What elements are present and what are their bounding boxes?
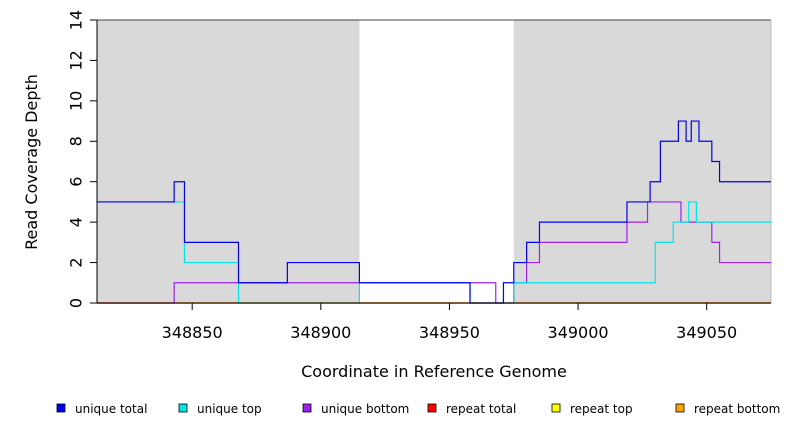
y-axis-title: Read Coverage Depth (22, 74, 41, 250)
series-line-unique-total (97, 120, 771, 304)
legend-item-unique-top: unique top (178, 402, 262, 416)
y-tick-label: 4 (67, 217, 86, 227)
legend-item-unique-bottom: unique bottom (302, 402, 409, 416)
shaded-region-1 (97, 20, 360, 303)
legend-label: unique top (197, 402, 262, 416)
x-tick-label: 348900 (290, 323, 351, 342)
legend-swatch (56, 403, 66, 413)
x-tick-label: 349000 (548, 323, 609, 342)
y-tick-label: 8 (67, 136, 86, 146)
legend-item-repeat-total: repeat total (427, 402, 516, 416)
legend-swatch (427, 403, 437, 413)
legend: unique total unique top unique bottom repea… (56, 402, 780, 416)
legend-label: unique bottom (321, 402, 409, 416)
legend-swatch (178, 403, 188, 413)
axes: 0 2 4 6 8 10 12 14 348850 348900 348950 349000 34905… (67, 10, 771, 342)
shaded-region-2 (513, 20, 771, 303)
y-tick-label: 2 (67, 257, 86, 267)
legend-item-repeat-bottom: repeat bottom (675, 402, 780, 416)
legend-label: repeat total (446, 402, 516, 416)
y-tick-label: 14 (67, 10, 86, 30)
legend-label: repeat bottom (694, 402, 780, 416)
y-tick-label: 12 (67, 50, 86, 70)
x-tick-label: 348850 (162, 323, 223, 342)
legend-swatch (302, 403, 312, 413)
legend-swatch (551, 403, 561, 413)
legend-label: unique total (75, 402, 147, 416)
x-tick-label: 349050 (676, 323, 737, 342)
y-tick-label: 0 (67, 298, 86, 308)
shaded-regions (97, 20, 771, 303)
legend-item-repeat-top: repeat top (551, 402, 633, 416)
legend-label: repeat top (570, 402, 633, 416)
y-tick-label: 6 (67, 177, 86, 187)
x-axis-title: Coordinate in Reference Genome (301, 362, 567, 381)
legend-item-unique-total: unique total (56, 402, 147, 416)
x-tick-label: 348950 (419, 323, 480, 342)
legend-swatch (675, 403, 685, 413)
y-tick-label: 10 (67, 91, 86, 111)
